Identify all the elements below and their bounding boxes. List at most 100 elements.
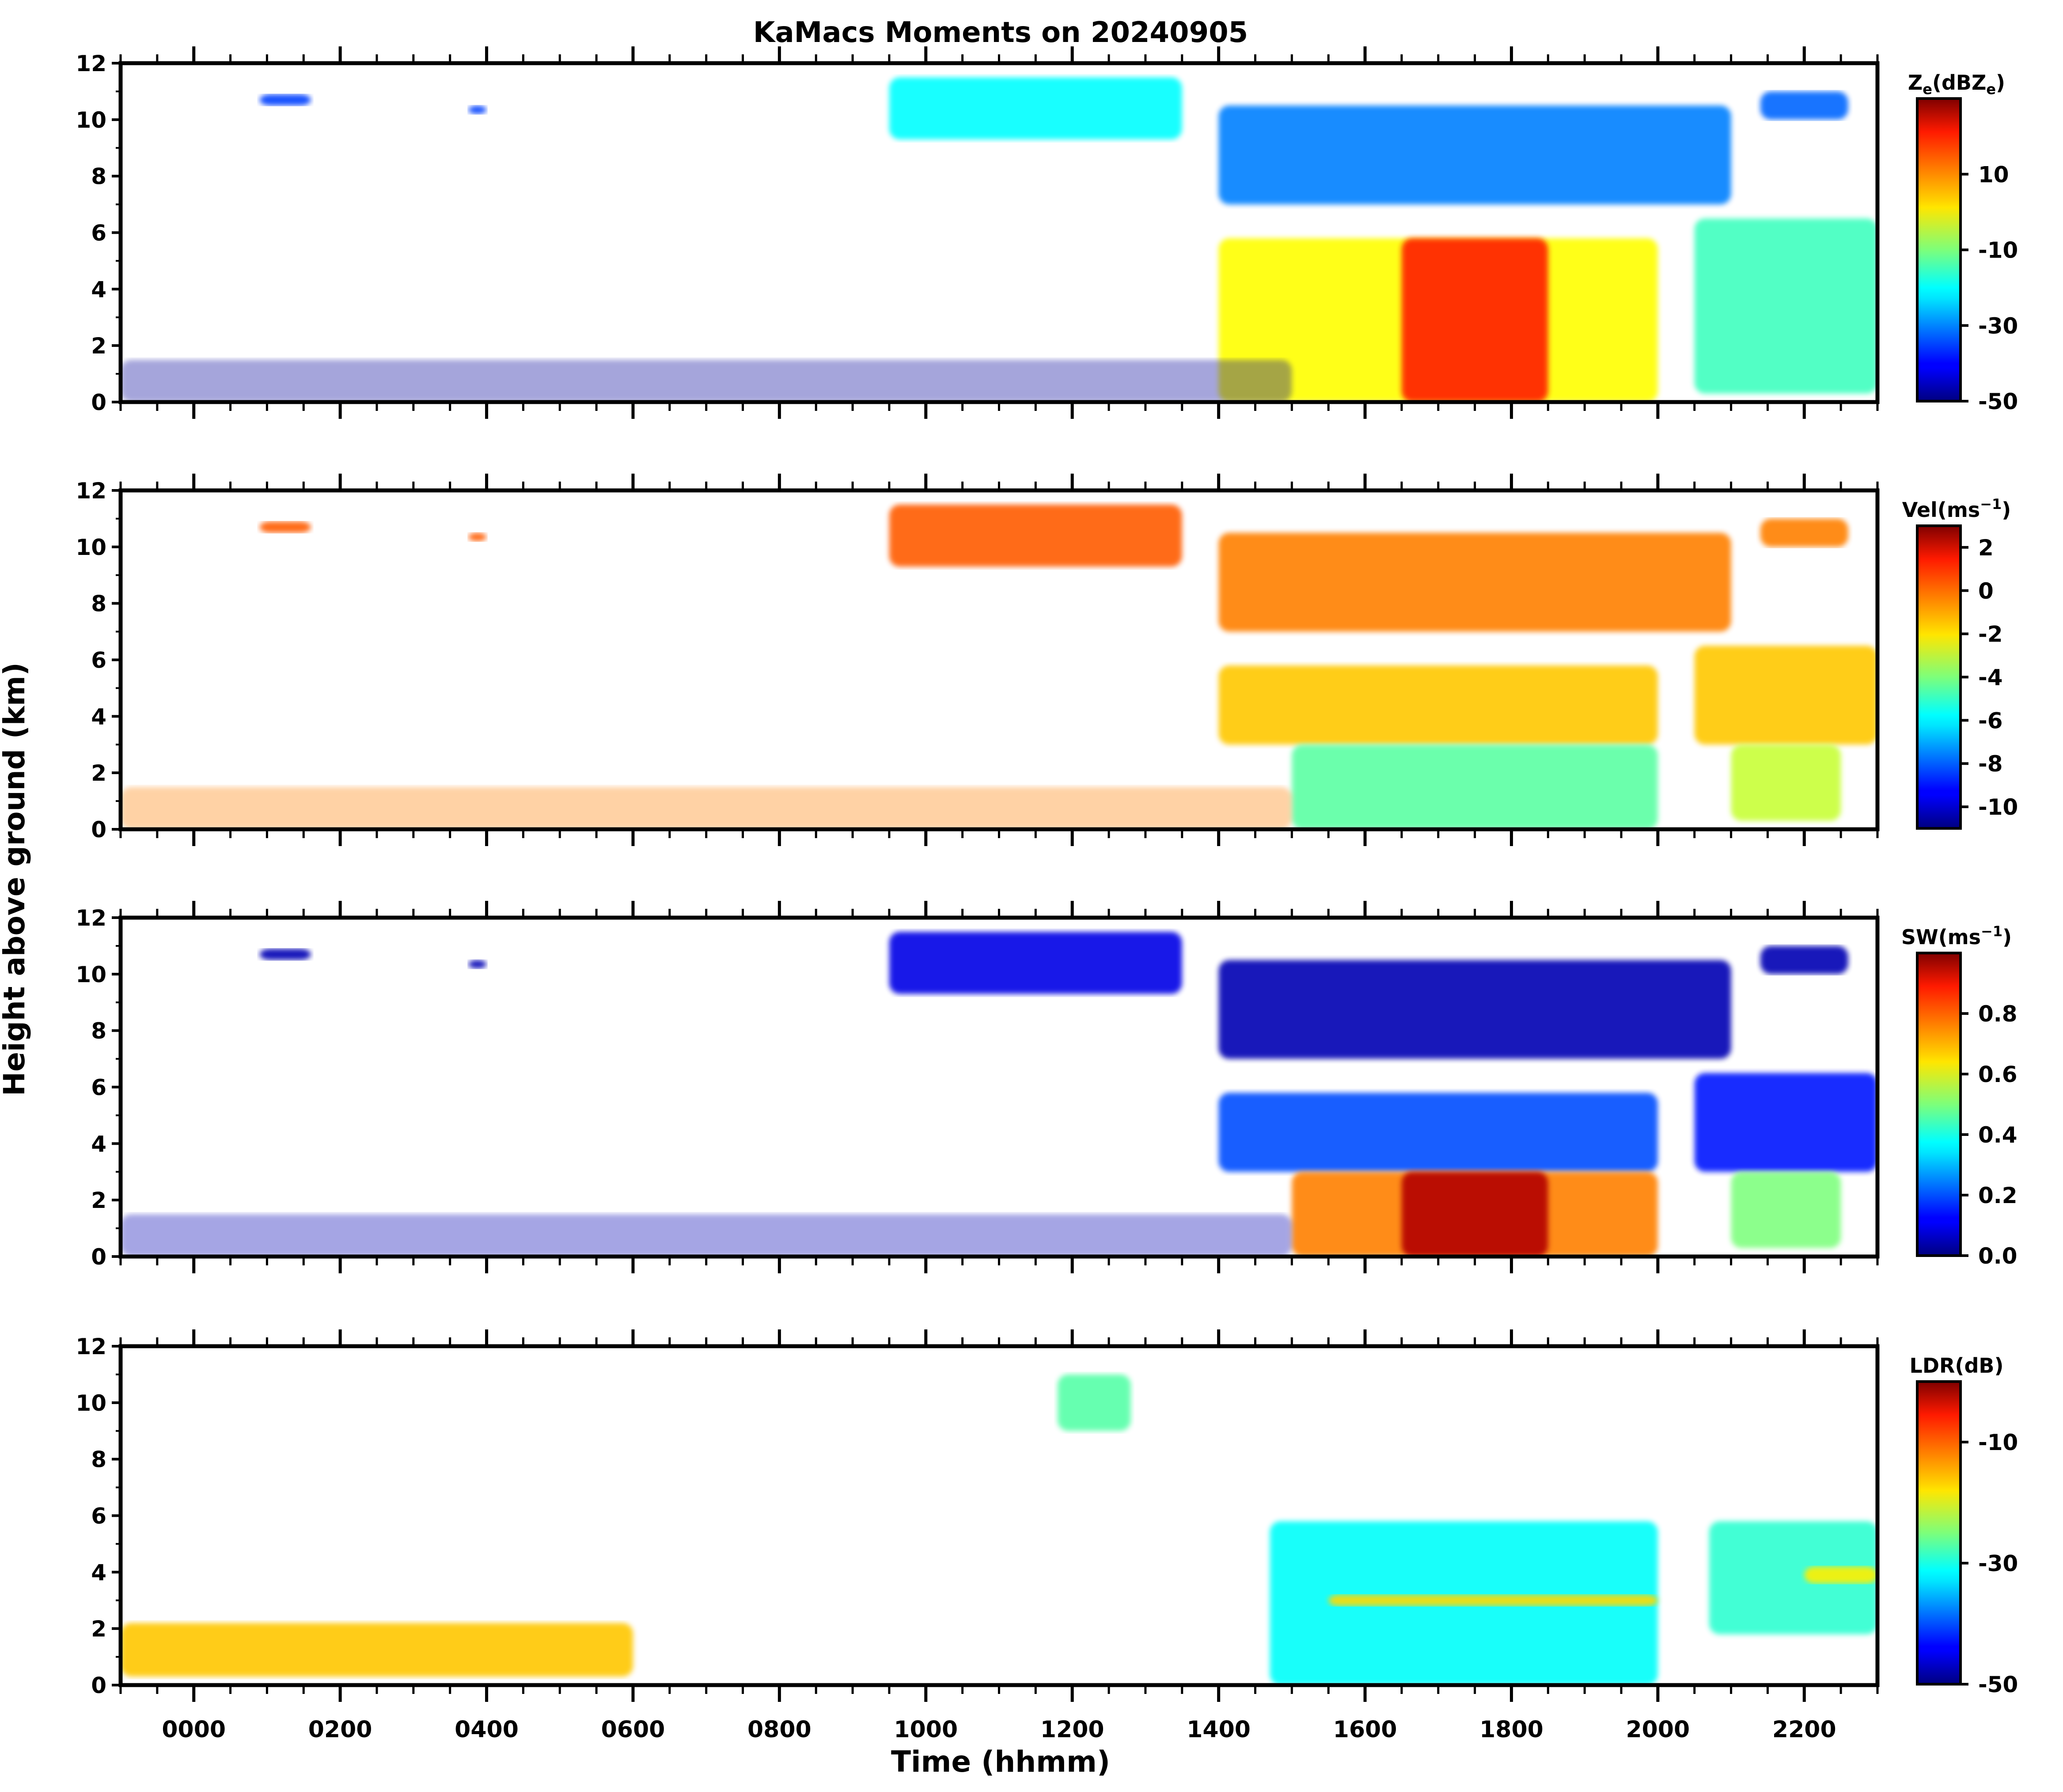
data-layer	[121, 932, 1877, 1257]
echo-region	[1694, 218, 1877, 394]
echo-region	[1760, 91, 1848, 120]
y-tick-label: 0	[91, 390, 106, 415]
echo-region	[259, 94, 311, 106]
colorbar-tick-label: -2	[1978, 622, 2003, 647]
x-tick-label: 1200	[1040, 1716, 1104, 1743]
chart-title: KaMacs Moments on 20240905	[753, 16, 1248, 49]
panel-ldr: 0 2 4 6 8 10 12 0000 0200 0400 0600 0800 1000 1200 140…	[76, 1329, 2018, 1743]
echo-region	[259, 949, 311, 960]
data-layer	[121, 1374, 1877, 1685]
echo-region	[889, 77, 1182, 140]
echo-region	[1218, 105, 1731, 205]
x-tick-label: 0400	[455, 1716, 519, 1743]
x-tick-label: 1000	[894, 1716, 958, 1743]
echo-region	[1401, 1172, 1548, 1257]
y-tick-label: 10	[76, 1390, 106, 1416]
echo-region	[889, 505, 1182, 567]
colorbar-sw	[1916, 952, 1962, 1257]
echo-region	[1760, 945, 1848, 974]
panel-sw: 0 2 4 6 8 10 12 0.8 0.6 0.4 0.2 0.0 SW(ms−1)	[76, 901, 2017, 1273]
colorbar-tick-label: 0.2	[1978, 1183, 2017, 1208]
y-tick-label: 6	[91, 1503, 106, 1529]
y-tick-label: 2	[91, 760, 106, 786]
y-tick-label: 6	[91, 220, 106, 246]
colorbar-tick-label: 10	[1978, 162, 2009, 187]
echo-region	[121, 787, 1292, 829]
x-tick-label: 0600	[601, 1716, 665, 1743]
y-tick-label: 12	[76, 478, 106, 504]
data-layer	[121, 77, 1877, 402]
panel-vel: 0 2 4 6 8 10 12 2 0 -2 -4 -6 -8 -10 Vel(ms−1)	[76, 474, 2018, 846]
echo-region	[889, 932, 1182, 994]
y-tick-label: 8	[91, 1447, 106, 1473]
y-tick-label: 8	[91, 1018, 106, 1044]
panel-ze: 0 2 4 6 8 10 12 10 -10 -30 -50 Ze(dBZe)	[76, 46, 2018, 419]
echo-region	[121, 1623, 633, 1677]
y-tick-label: 4	[91, 1560, 106, 1585]
y-tick-label: 4	[91, 1131, 106, 1157]
colorbar-label: SW(ms−1)	[1901, 923, 2012, 949]
x-tick-label: 2200	[1772, 1716, 1836, 1743]
y-tick-label: 4	[91, 704, 106, 729]
echo-region	[468, 532, 487, 542]
echo-region	[1218, 1093, 1658, 1172]
echo-region	[1328, 1595, 1658, 1606]
x-tick-label: 2000	[1626, 1716, 1690, 1743]
x-tick-label: 0200	[308, 1716, 372, 1743]
y-tick-label: 12	[76, 1334, 106, 1359]
colorbar-tick-label: -10	[1978, 238, 2018, 263]
x-tick-label: 1400	[1187, 1716, 1251, 1743]
colorbar-tick-label: -50	[1978, 1672, 2018, 1697]
colorbar-tick-label: -8	[1978, 751, 2003, 777]
colorbar-tick-label: -6	[1978, 708, 2003, 733]
colorbar-ldr	[1916, 1380, 1962, 1686]
panels: 0 2 4 6 8 10 12 10 -10 -30 -50 Ze(dBZe) 0 2 4 6 8 10 12 2 0 -…	[76, 46, 2018, 1743]
echo-region	[1401, 238, 1548, 402]
y-tick-label: 2	[91, 1188, 106, 1213]
echo-region	[468, 960, 487, 969]
colorbar-tick-label: -50	[1978, 389, 2018, 414]
y-tick-label: 6	[91, 1075, 106, 1101]
colorbar-tick-label: 0	[1978, 578, 1994, 604]
colorbar-tick-label: 0.0	[1978, 1243, 2017, 1269]
colorbar-vel	[1916, 524, 1962, 830]
echo-region	[1058, 1374, 1131, 1431]
echo-region	[468, 105, 487, 114]
x-tick-label: 0800	[747, 1716, 812, 1743]
echo-region	[259, 521, 311, 533]
echo-region	[1218, 960, 1731, 1059]
colorbar-tick-label: -4	[1978, 665, 2003, 691]
y-tick-label: 2	[91, 333, 106, 359]
y-tick-label: 10	[76, 107, 106, 133]
colorbar-tick-label: -10	[1978, 794, 2018, 820]
colorbar-tick-label: 0.8	[1978, 1001, 2017, 1027]
colorbar-label: Vel(ms−1)	[1902, 496, 2011, 522]
data-layer	[121, 505, 1877, 829]
x-tick-label: 1800	[1479, 1716, 1543, 1743]
echo-region	[121, 1214, 1292, 1257]
y-tick-label: 2	[91, 1616, 106, 1642]
colorbar-label: LDR(dB)	[1910, 1354, 2004, 1378]
y-tick-label: 4	[91, 277, 106, 302]
colorbar-tick-label: 2	[1978, 535, 1994, 561]
y-tick-label: 6	[91, 648, 106, 673]
y-tick-label: 12	[76, 905, 106, 931]
y-tick-label: 0	[91, 1673, 106, 1698]
echo-region	[1694, 1073, 1877, 1172]
y-tick-label: 12	[76, 51, 106, 76]
y-axis-label: Height above ground (km)	[0, 662, 31, 1096]
colorbar-tick-label: -30	[1978, 1551, 2018, 1576]
x-tick-label: 1600	[1333, 1716, 1397, 1743]
echo-region	[1218, 532, 1731, 632]
y-tick-label: 8	[91, 164, 106, 190]
x-axis-label: Time (hhmm)	[891, 1745, 1110, 1779]
colorbar-ze	[1916, 97, 1962, 402]
echo-region	[1760, 518, 1848, 547]
echo-region	[1804, 1566, 1877, 1583]
y-tick-label: 0	[91, 817, 106, 843]
echo-region	[1694, 645, 1877, 745]
colorbar-tick-label: -30	[1978, 313, 2018, 339]
colorbar-tick-label: 0.4	[1978, 1122, 2017, 1148]
echo-region	[1731, 744, 1841, 821]
